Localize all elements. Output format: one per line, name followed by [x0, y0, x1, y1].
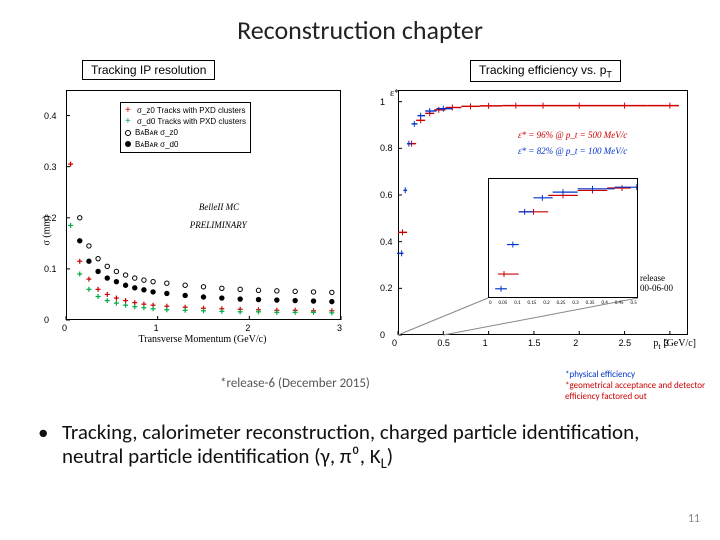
left-ylabel: σ (mm) — [42, 215, 53, 245]
annot-e96: ε* = 96% @ p_t = 500 MeV/c — [518, 130, 627, 140]
left-legend: + σ_z0 Tracks with PXD clusters + σ_d0 Trac… — [120, 102, 251, 153]
legend-label: BᴀBᴀʀ σ_z0 — [135, 127, 178, 138]
ytick: 0.6 — [380, 190, 393, 200]
xtick: 2 — [573, 338, 578, 348]
ytick: 0.8 — [380, 143, 393, 153]
legend-label: BᴀBᴀʀ σ_d0 — [135, 139, 178, 150]
xtick: 1 — [154, 323, 159, 333]
ytick: 1 — [380, 97, 385, 107]
xtick: 3 — [337, 323, 342, 333]
bullet-text: Tracking, calorimeter reconstruction, ch… — [62, 420, 690, 472]
inset-plot: 00.050.10.150.20.250.30.350.40.450.5 — [488, 178, 638, 298]
legend-marker — [125, 130, 131, 136]
xtick: 0.5 — [437, 338, 450, 348]
right-xlabel: pt [GeV/c] — [653, 338, 696, 351]
xtick: 2 — [245, 323, 250, 333]
ytick: 0.1 — [44, 264, 57, 274]
page-number: 11 — [688, 512, 700, 526]
release-graph-label: release 00-06-00 — [640, 273, 673, 293]
ytick: 0.3 — [44, 162, 57, 172]
ytick: 0.2 — [380, 283, 393, 293]
left-chart-panel: Tracking IP resolution +σ_z0 Tracks with… — [28, 60, 360, 370]
bullet-block: • Tracking, calorimeter reconstruction, … — [38, 420, 690, 472]
xtick: 1.5 — [528, 338, 541, 348]
ytick: 0 — [44, 315, 49, 325]
ytick: 0.4 — [380, 237, 393, 247]
xtick: 1 — [483, 338, 488, 348]
ytick: 0 — [380, 330, 385, 340]
annot-e82: ε* = 82% @ p_t = 100 MeV/c — [518, 146, 627, 156]
xtick: 0 — [62, 323, 67, 333]
inset-xticks: 00.050.10.150.20.250.30.350.40.450.5 — [489, 300, 637, 306]
legend-marker — [125, 141, 131, 147]
xtick: 0 — [392, 338, 397, 348]
legend-marker: + — [125, 118, 133, 126]
note-red: *geometrical acceptance and detector eff… — [565, 381, 710, 403]
legend-label: σ_d0 Tracks with PXD clusters — [137, 116, 246, 127]
release-note: *release-6 (December 2015) — [220, 376, 370, 391]
right-ylabel: ε* — [390, 88, 399, 99]
slide-title: Reconstruction chapter — [0, 14, 720, 46]
physical-efficiency-note: *physical efficiency *geometrical accept… — [565, 370, 710, 402]
xtick: 2.5 — [619, 338, 632, 348]
bullet-dot: • — [38, 420, 62, 472]
left-xlabel: Transverse Momentum (GeV/c) — [139, 334, 267, 345]
left-annot: BelleII MC — [199, 202, 239, 212]
ytick: 0.4 — [44, 111, 57, 121]
legend-marker: + — [125, 107, 133, 115]
inset-svg — [489, 179, 637, 297]
right-chart-panel: Tracking efficiency vs. pT 00.050.10.150… — [370, 60, 702, 370]
charts-row: Tracking IP resolution +σ_z0 Tracks with… — [28, 60, 702, 370]
legend-label: σ_z0 Tracks with PXD clusters — [137, 105, 246, 116]
left-annot: PRELIMINARY — [190, 220, 247, 230]
